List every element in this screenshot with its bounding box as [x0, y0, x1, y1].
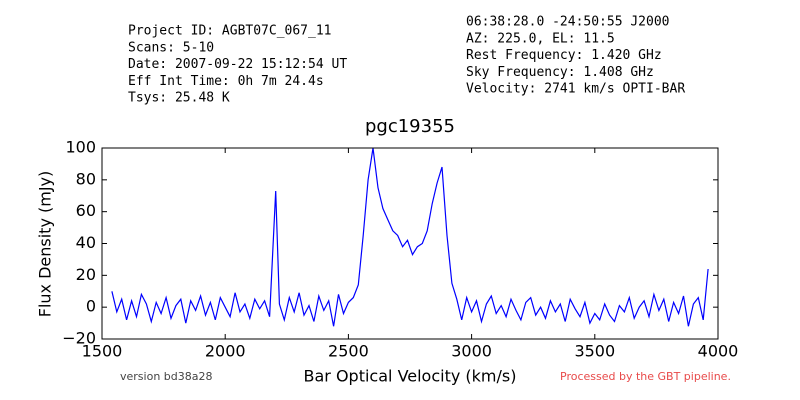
header-line: AZ: 225.0, EL: 11.5 [466, 31, 615, 46]
x-axis-label: Bar Optical Velocity (km/s) [304, 367, 517, 386]
header-line: Date: 2007-09-22 15:12:54 UT [128, 57, 347, 72]
y-axis-label: Flux Density (mJy) [36, 171, 55, 318]
x-tick-label: 3500 [574, 342, 615, 361]
y-tick-label: 60 [76, 201, 96, 220]
header-line: Sky Frequency: 1.408 GHz [466, 65, 654, 80]
plot-frame [101, 147, 719, 340]
x-tick-label: 2000 [205, 342, 246, 361]
header-line: Eff Int Time: 0h 7m 24.4s [128, 74, 324, 89]
footer-version: version bd38a28 [120, 370, 213, 383]
chart-title: pgc19355 [365, 116, 455, 137]
y-tick-label: 100 [65, 138, 96, 157]
header-line: Tsys: 25.48 K [128, 91, 230, 106]
x-tick-label: 2500 [328, 342, 369, 361]
x-tick-label: 1500 [82, 342, 123, 361]
y-tick-label: 0 [86, 297, 96, 316]
y-tick-label: 20 [76, 265, 96, 284]
footer-pipeline: Processed by the GBT pipeline. [560, 370, 731, 383]
header-line: Velocity: 2741 km/s OPTI-BAR [466, 82, 685, 97]
x-tick-label: 4000 [698, 342, 739, 361]
y-tick-label: 40 [76, 233, 96, 252]
x-tick-label: 3000 [451, 342, 492, 361]
y-tick-label: 80 [76, 169, 96, 188]
header-line: Project ID: AGBT07C_067_11 [128, 24, 332, 39]
header-line: Scans: 5-10 [128, 40, 214, 55]
spectrum-line [111, 147, 709, 327]
y-tick-label: −20 [62, 329, 96, 348]
header-line: 06:38:28.0 -24:50:55 J2000 [466, 15, 670, 30]
header-line: Rest Frequency: 1.420 GHz [466, 48, 662, 63]
